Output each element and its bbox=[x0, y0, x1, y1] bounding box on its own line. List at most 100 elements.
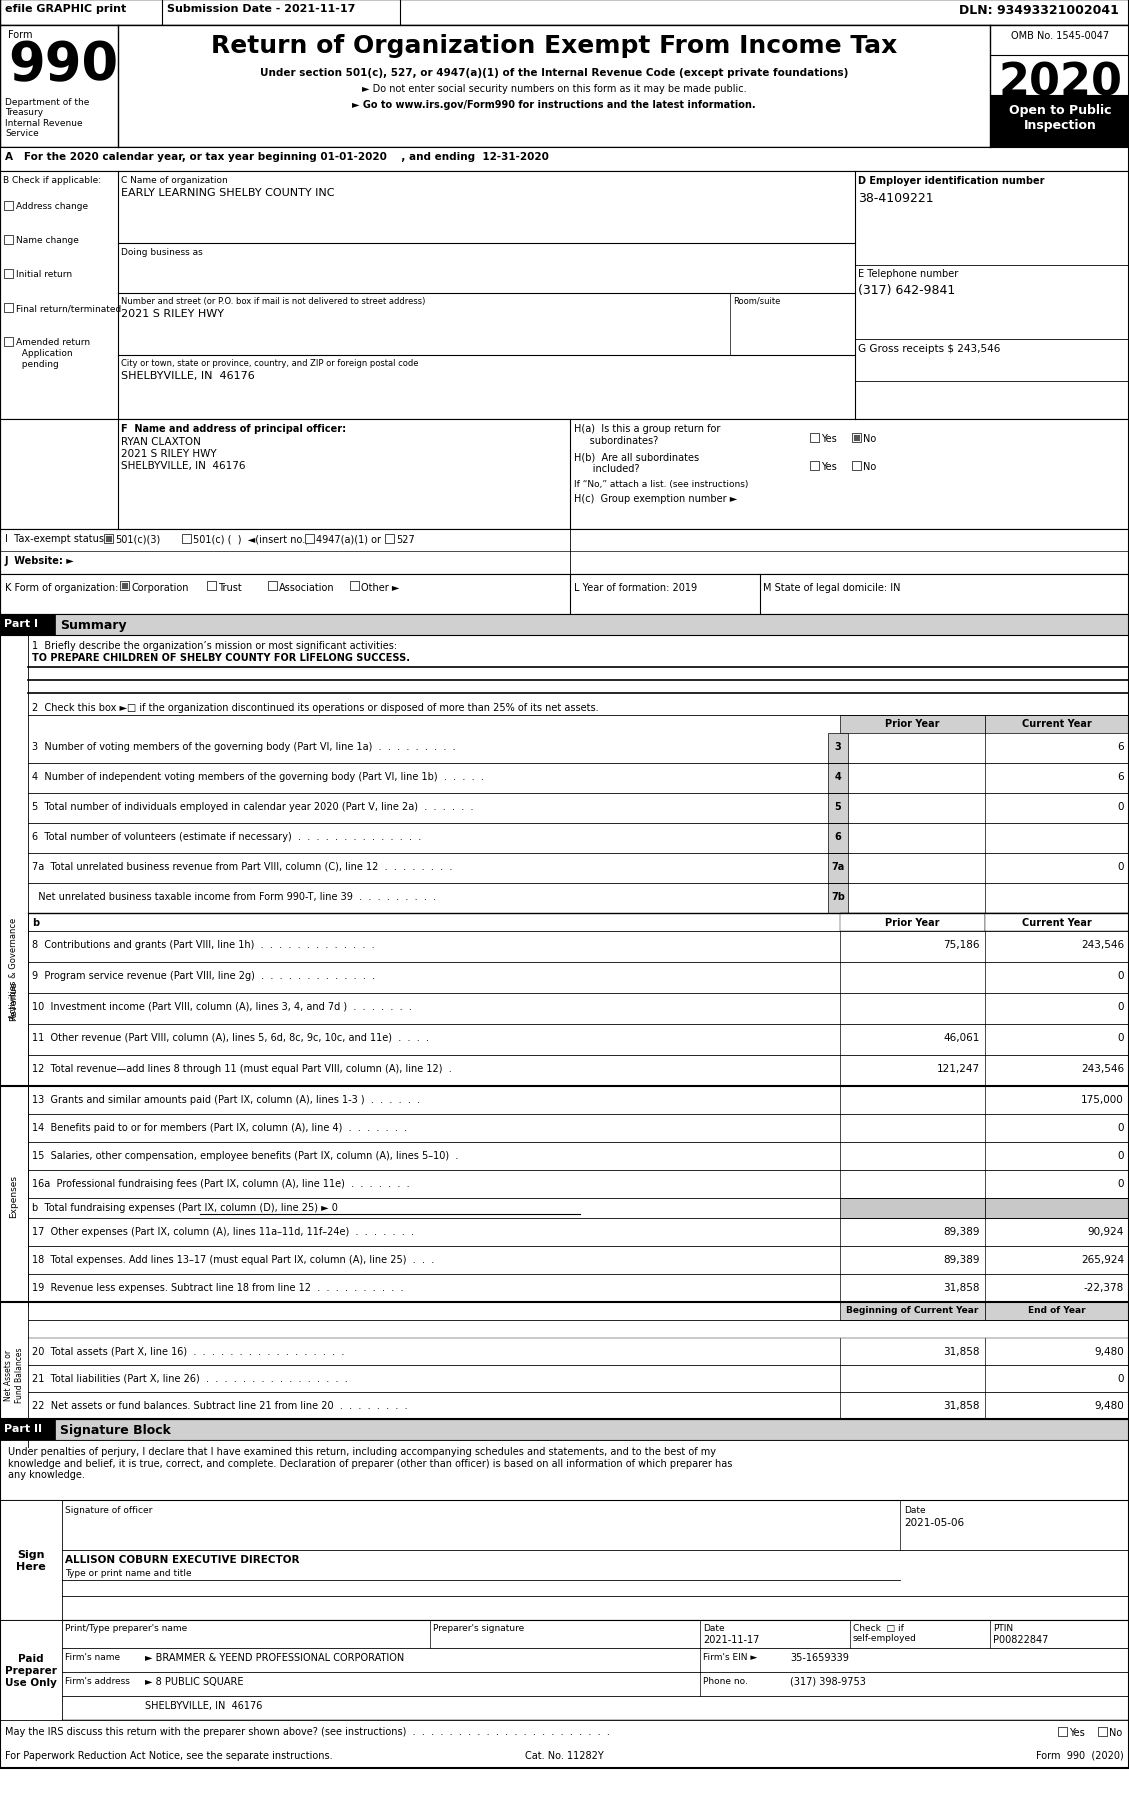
Text: 121,247: 121,247 bbox=[937, 1063, 980, 1073]
Text: J  Website: ►: J Website: ► bbox=[5, 557, 75, 566]
Text: Corporation: Corporation bbox=[131, 582, 189, 593]
Text: 75,186: 75,186 bbox=[944, 940, 980, 949]
Text: 243,546: 243,546 bbox=[1080, 940, 1124, 949]
Bar bbox=[0, 1500, 62, 1621]
Text: 6: 6 bbox=[1118, 741, 1124, 752]
Text: Summary: Summary bbox=[60, 618, 126, 632]
Text: 4: 4 bbox=[834, 772, 841, 782]
Text: Form  990  (2020): Form 990 (2020) bbox=[1036, 1749, 1124, 1760]
Text: Other ►: Other ► bbox=[361, 582, 400, 593]
Bar bbox=[350, 582, 359, 591]
Text: 0: 0 bbox=[1118, 1001, 1124, 1012]
Text: 2021 S RILEY HWY: 2021 S RILEY HWY bbox=[121, 309, 224, 318]
Text: Print/Type preparer's name: Print/Type preparer's name bbox=[65, 1623, 187, 1632]
Text: H(a)  Is this a group return for: H(a) Is this a group return for bbox=[574, 425, 720, 434]
Text: Doing business as: Doing business as bbox=[121, 248, 203, 257]
Text: Revenue: Revenue bbox=[9, 981, 18, 1021]
Text: b: b bbox=[32, 918, 40, 927]
Bar bbox=[990, 96, 1129, 148]
Bar bbox=[828, 764, 848, 793]
Text: For Paperwork Reduction Act Notice, see the separate instructions.: For Paperwork Reduction Act Notice, see … bbox=[5, 1749, 333, 1760]
Bar bbox=[0, 419, 1129, 529]
Text: 5  Total number of individuals employed in calendar year 2020 (Part V, line 2a) : 5 Total number of individuals employed i… bbox=[32, 802, 473, 811]
Text: Under section 501(c), 527, or 4947(a)(1) of the Internal Revenue Code (except pr: Under section 501(c), 527, or 4947(a)(1)… bbox=[260, 69, 848, 78]
Text: SHELBYVILLE, IN  46176: SHELBYVILLE, IN 46176 bbox=[145, 1700, 262, 1709]
Bar bbox=[385, 535, 394, 544]
Text: 19  Revenue less expenses. Subtract line 18 from line 12  .  .  .  .  .  .  .  .: 19 Revenue less expenses. Subtract line … bbox=[32, 1283, 403, 1292]
Text: 11  Other revenue (Part VIII, column (A), lines 5, 6d, 8c, 9c, 10c, and 11e)  . : 11 Other revenue (Part VIII, column (A),… bbox=[32, 1032, 429, 1043]
Bar bbox=[5, 237, 14, 246]
Text: 5: 5 bbox=[834, 802, 841, 811]
Text: Submission Date - 2021-11-17: Submission Date - 2021-11-17 bbox=[167, 4, 356, 14]
Text: E Telephone number: E Telephone number bbox=[858, 269, 959, 278]
Text: ► 8 PUBLIC SQUARE: ► 8 PUBLIC SQUARE bbox=[145, 1677, 244, 1686]
Text: 2021-11-17: 2021-11-17 bbox=[703, 1634, 760, 1644]
Text: No: No bbox=[863, 434, 876, 445]
Text: efile GRAPHIC print: efile GRAPHIC print bbox=[5, 4, 126, 14]
Bar bbox=[120, 582, 129, 591]
Text: 6: 6 bbox=[1118, 772, 1124, 782]
Bar bbox=[840, 1198, 984, 1218]
Text: 31,858: 31,858 bbox=[944, 1283, 980, 1292]
Text: Form: Form bbox=[8, 31, 33, 40]
Text: Amended return: Amended return bbox=[16, 338, 90, 347]
Text: M State of legal domicile: IN: M State of legal domicile: IN bbox=[763, 582, 901, 593]
Text: 90,924: 90,924 bbox=[1087, 1227, 1124, 1236]
Text: Application: Application bbox=[16, 349, 72, 358]
Text: ALLISON COBURN EXECUTIVE DIRECTOR: ALLISON COBURN EXECUTIVE DIRECTOR bbox=[65, 1554, 299, 1565]
Text: Name change: Name change bbox=[16, 237, 79, 246]
Bar bbox=[0, 1418, 1129, 1440]
Text: RYAN CLAXTON: RYAN CLAXTON bbox=[121, 437, 201, 446]
Bar bbox=[828, 734, 848, 764]
Text: Phone no.: Phone no. bbox=[703, 1677, 747, 1686]
Text: No: No bbox=[863, 463, 876, 472]
Text: 4  Number of independent voting members of the governing body (Part VI, line 1b): 4 Number of independent voting members o… bbox=[32, 772, 484, 782]
Text: Preparer's signature: Preparer's signature bbox=[434, 1623, 524, 1632]
Text: 89,389: 89,389 bbox=[944, 1254, 980, 1265]
Text: ► BRAMMER & YEEND PROFESSIONAL CORPORATION: ► BRAMMER & YEEND PROFESSIONAL CORPORATI… bbox=[145, 1652, 404, 1662]
Text: Net Assets or
Fund Balances: Net Assets or Fund Balances bbox=[5, 1346, 24, 1402]
Bar bbox=[840, 716, 984, 734]
Bar bbox=[207, 582, 216, 591]
Text: Activities & Governance: Activities & Governance bbox=[9, 916, 18, 1017]
Text: D Employer identification number: D Employer identification number bbox=[858, 175, 1044, 186]
Text: Open to Public
Inspection: Open to Public Inspection bbox=[1008, 105, 1111, 132]
Text: 6  Total number of volunteers (estimate if necessary)  .  .  .  .  .  .  .  .  .: 6 Total number of volunteers (estimate i… bbox=[32, 831, 421, 842]
Bar bbox=[0, 1500, 1129, 1621]
Bar bbox=[0, 1621, 62, 1720]
Bar bbox=[828, 853, 848, 884]
Text: H(b)  Are all subordinates: H(b) Are all subordinates bbox=[574, 452, 699, 463]
Bar bbox=[122, 584, 128, 589]
Text: Sign
Here: Sign Here bbox=[16, 1549, 46, 1570]
Text: End of Year: End of Year bbox=[1029, 1305, 1086, 1314]
Text: 2021-05-06: 2021-05-06 bbox=[904, 1518, 964, 1527]
Bar bbox=[984, 1303, 1129, 1321]
Text: G Gross receipts $ 243,546: G Gross receipts $ 243,546 bbox=[858, 343, 1000, 354]
Text: Net unrelated business taxable income from Form 990-T, line 39  .  .  .  .  .  .: Net unrelated business taxable income fr… bbox=[32, 891, 436, 902]
Bar bbox=[0, 1440, 1129, 1500]
Text: Current Year: Current Year bbox=[1022, 918, 1092, 927]
Text: If “No,” attach a list. (see instructions): If “No,” attach a list. (see instruction… bbox=[574, 479, 749, 488]
Text: 2020: 2020 bbox=[998, 61, 1122, 105]
Text: Yes: Yes bbox=[1069, 1727, 1085, 1737]
Bar bbox=[828, 793, 848, 824]
Text: 265,924: 265,924 bbox=[1080, 1254, 1124, 1265]
Text: Return of Organization Exempt From Income Tax: Return of Organization Exempt From Incom… bbox=[211, 34, 898, 58]
Text: Firm's name: Firm's name bbox=[65, 1652, 120, 1661]
Text: H(c)  Group exemption number ►: H(c) Group exemption number ► bbox=[574, 493, 737, 504]
Text: Yes: Yes bbox=[821, 434, 837, 445]
Bar bbox=[0, 148, 1129, 172]
Bar bbox=[852, 463, 861, 472]
Text: 8  Contributions and grants (Part VIII, line 1h)  .  .  .  .  .  .  .  .  .  .  : 8 Contributions and grants (Part VIII, l… bbox=[32, 940, 375, 949]
Text: 175,000: 175,000 bbox=[1082, 1095, 1124, 1104]
Bar bbox=[0, 1744, 1129, 1767]
Text: pending: pending bbox=[16, 360, 59, 369]
Text: P00822847: P00822847 bbox=[994, 1634, 1049, 1644]
Bar bbox=[0, 614, 55, 636]
Text: 10  Investment income (Part VIII, column (A), lines 3, 4, and 7d )  .  .  .  .  : 10 Investment income (Part VIII, column … bbox=[32, 1001, 412, 1012]
Text: b  Total fundraising expenses (Part IX, column (D), line 25) ► 0: b Total fundraising expenses (Part IX, c… bbox=[32, 1202, 338, 1212]
Text: 7a  Total unrelated business revenue from Part VIII, column (C), line 12  .  .  : 7a Total unrelated business revenue from… bbox=[32, 862, 453, 871]
Bar bbox=[5, 338, 14, 347]
Text: 0: 0 bbox=[1118, 970, 1124, 981]
Text: 21  Total liabilities (Part X, line 26)  .  .  .  .  .  .  .  .  .  .  .  .  .  : 21 Total liabilities (Part X, line 26) .… bbox=[32, 1373, 348, 1382]
